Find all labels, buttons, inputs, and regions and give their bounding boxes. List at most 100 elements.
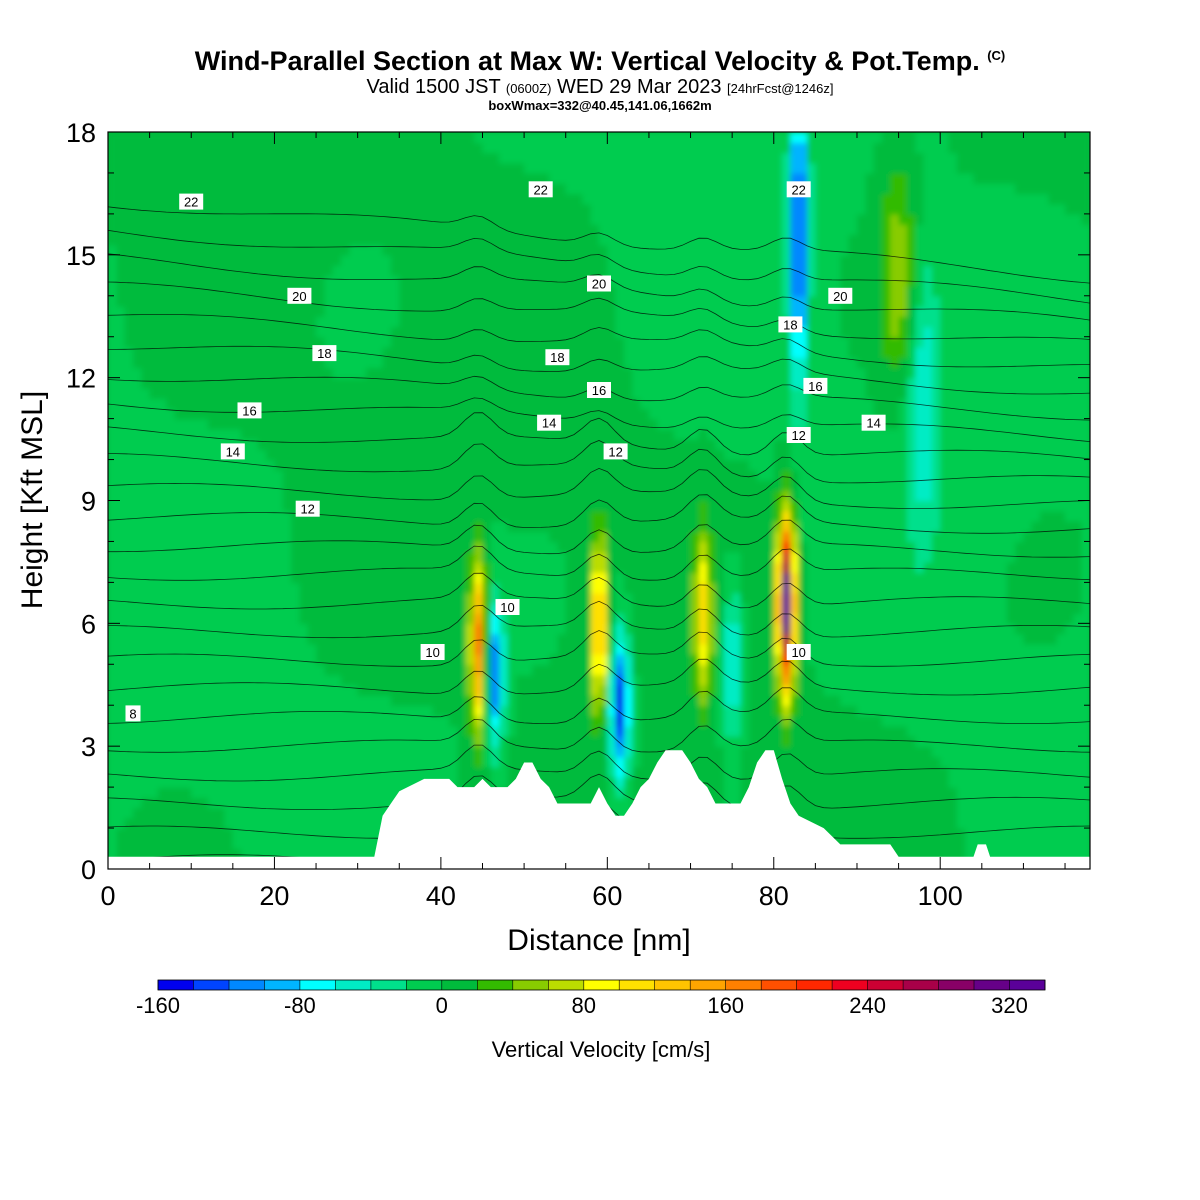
y-tick-label: 0	[81, 855, 96, 885]
theta-contour-label: 18	[312, 345, 337, 362]
theta-contour-line	[108, 773, 1090, 810]
theta-contour-label: 12	[295, 500, 320, 517]
theta-contour-line	[108, 281, 1090, 340]
colorbar: -160 -80 0 80 160 240 320	[136, 979, 1046, 1018]
colorbar-swatch	[903, 980, 939, 990]
theta-contour-label: 10	[495, 599, 520, 615]
vertical-velocity-field	[108, 132, 1090, 869]
theta-contour-line	[108, 412, 1090, 460]
chart-title: Wind-Parallel Section at Max W: Vertical…	[0, 40, 1200, 77]
theta-contour-label: 10	[420, 644, 445, 660]
colorbar-swatch	[938, 980, 975, 990]
colorbar-swatch	[619, 980, 655, 990]
valid-date: WED 29 Mar 2023	[556, 76, 722, 98]
theta-contour-label: 22	[786, 181, 811, 198]
colorbar-swatch	[477, 980, 514, 990]
y-tick-label: 6	[81, 609, 96, 639]
theta-contour-label: 12	[603, 443, 628, 460]
theta-contour-label: 20	[287, 287, 312, 304]
y-tick-label: 12	[66, 364, 96, 394]
colorbar-swatch	[299, 980, 336, 990]
valid-time-line: Valid 1500 JST (0600Z) WED 29 Mar 2023 […	[0, 77, 1200, 99]
theta-contour-label: 22	[179, 193, 204, 210]
x-axis: 0 20 40 60 80 100	[100, 132, 1066, 911]
colorbar-swatch	[867, 980, 904, 990]
y-tick-label: 9	[81, 487, 96, 517]
theta-contour-line	[108, 345, 1090, 395]
theta-contour-line	[108, 440, 1090, 484]
theta-contour-label: 12	[786, 427, 811, 443]
y-tick-label: 3	[81, 732, 96, 762]
colorbar-swatch	[370, 980, 407, 990]
theta-contour-line	[108, 718, 1090, 753]
theta-contour-label: 20	[828, 287, 853, 304]
colorbar-swatch	[761, 980, 797, 990]
colorbar-swatch	[725, 980, 762, 990]
potential-temperature-contours	[108, 206, 1090, 868]
colorbar-swatch	[229, 980, 265, 990]
colorbar-tick-label: -160	[136, 993, 180, 1018]
copyright-mark: (C)	[987, 48, 1006, 63]
colorbar-swatch	[1009, 980, 1046, 990]
theta-contour-label: 14	[220, 443, 245, 460]
y-axis: 0 3 6 9 12 15 18	[66, 118, 1090, 885]
theta-contour-label: 14	[861, 414, 886, 431]
theta-contour-label: 18	[778, 316, 803, 333]
colorbar-tick-label: -80	[284, 993, 316, 1018]
x-tick-label: 80	[759, 881, 789, 911]
colorbar-tick-label: 240	[849, 993, 886, 1018]
plot-area: 22 22 22 20 20 20 18 18 18 16 16 16 14 14 14 12 12 12 10 10…	[108, 132, 1090, 869]
theta-contour-line	[108, 397, 1090, 442]
theta-contour-line	[108, 229, 1090, 304]
theta-contour-line	[108, 658, 1090, 696]
theta-contour-line	[108, 687, 1090, 724]
contour-labels: 22 22 22 20 20 20 18 18 18 16 16 16 14 14 14 12 12 12 10 10…	[125, 181, 886, 722]
theta-contour-label: 16	[237, 402, 262, 419]
theta-contour-line	[108, 253, 1090, 321]
chart-title-text: Wind-Parallel Section at Max W: Vertical…	[194, 46, 980, 76]
colorbar-swatch	[441, 980, 478, 990]
theta-contour-line	[108, 545, 1090, 581]
colorbar-tick-label: 320	[991, 993, 1028, 1018]
forecast-info: [24hrFcst@1246z]	[727, 81, 834, 96]
colorbar-swatch	[158, 980, 194, 990]
theta-contour-line	[108, 744, 1090, 782]
colorbar-swatch	[335, 980, 372, 990]
colorbar-tick-label: 0	[436, 993, 448, 1018]
theta-contour-line	[108, 572, 1090, 610]
theta-contour-line	[108, 494, 1090, 534]
colorbar-tick-label: 80	[572, 993, 596, 1018]
theta-contour-line	[108, 467, 1090, 509]
colorbar-swatch	[796, 980, 833, 990]
valid-utc: (0600Z)	[505, 81, 552, 96]
x-tick-label: 60	[592, 881, 622, 911]
colorbar-swatch	[406, 980, 443, 990]
x-axis-label: Distance [nm]	[507, 924, 690, 957]
theta-contour-line	[108, 630, 1090, 667]
colorbar-tick-label: 160	[707, 993, 744, 1018]
terrain	[108, 750, 1090, 869]
colorbar-swatch	[654, 980, 691, 990]
x-tick-label: 0	[100, 881, 115, 911]
colorbar-swatch	[583, 980, 620, 990]
theta-contour-label: 20	[587, 275, 611, 292]
theta-contour-line	[108, 600, 1090, 639]
valid-time: Valid 1500 JST	[366, 76, 501, 98]
colorbar-swatch	[832, 980, 868, 990]
title-block: Wind-Parallel Section at Max W: Vertical…	[0, 40, 1200, 113]
x-tick-label: 40	[426, 881, 456, 911]
colorbar-label: Vertical Velocity [cm/s]	[492, 1037, 711, 1062]
theta-contour-label: 22	[528, 181, 553, 198]
theta-contour-label: 16	[587, 382, 611, 398]
theta-contour-label: 16	[803, 377, 828, 394]
colorbar-swatch	[193, 980, 230, 990]
x-tick-label: 20	[259, 881, 289, 911]
colorbar-swatch	[974, 980, 1010, 990]
theta-contour-line	[108, 314, 1090, 368]
colorbar-swatch	[512, 980, 549, 990]
box-wmax-info: boxWmax=332@40.45,141.06,1662m	[488, 98, 712, 113]
theta-contour-line	[108, 206, 1090, 284]
theta-contour-label: 8	[125, 705, 141, 722]
y-tick-label: 18	[66, 118, 96, 148]
